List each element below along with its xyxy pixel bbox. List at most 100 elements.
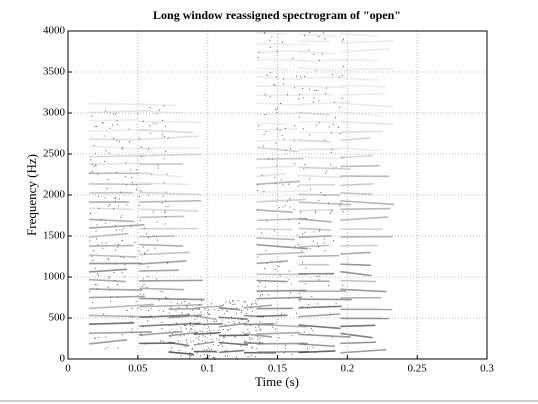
texture-dot: [171, 314, 173, 316]
texture-dot: [117, 246, 119, 248]
texture-dot: [186, 328, 188, 330]
texture-streak: [298, 333, 351, 338]
texture-streak: [139, 269, 179, 272]
texture-dot: [308, 303, 310, 305]
texture-dot: [122, 147, 124, 149]
texture-dot: [247, 321, 249, 323]
texture-dot: [140, 146, 142, 148]
texture-dot: [272, 326, 274, 328]
texture-dot: [275, 76, 277, 78]
texture-dot: [139, 137, 141, 139]
texture-dot: [313, 53, 315, 55]
texture-dot: [214, 309, 216, 311]
texture-streak: [298, 174, 343, 179]
texture-dot: [121, 148, 123, 150]
texture-dot: [259, 337, 261, 339]
texture-dot: [330, 211, 332, 213]
texture-dot: [308, 49, 310, 51]
texture-dot: [324, 38, 326, 40]
texture-dot: [162, 120, 164, 122]
texture-dot: [297, 244, 299, 246]
texture-streak: [298, 51, 335, 55]
texture-dot: [266, 220, 268, 222]
texture-dot: [270, 71, 272, 73]
texture-dot: [236, 356, 238, 358]
texture-dot: [338, 76, 340, 78]
texture-dot: [97, 173, 99, 175]
texture-dot: [298, 98, 300, 100]
texture-dot: [273, 84, 275, 86]
texture-dot: [248, 331, 250, 333]
texture-streak: [88, 154, 147, 158]
texture-dot: [137, 113, 139, 115]
texture-dot: [186, 305, 188, 307]
texture-streak: [88, 218, 135, 223]
texture-dot: [223, 334, 225, 336]
texture-dot: [117, 347, 119, 349]
texture-streak: [298, 139, 331, 143]
texture-dot: [276, 111, 278, 113]
texture-dot: [97, 244, 99, 246]
texture-streak: [298, 59, 348, 62]
texture-dot: [243, 301, 245, 303]
texture-dot: [311, 330, 313, 332]
texture-dot: [322, 32, 324, 34]
texture-dot: [158, 309, 160, 311]
texture-dot: [98, 195, 100, 197]
texture-dot: [96, 125, 98, 127]
texture-dot: [189, 322, 191, 324]
texture-dot: [251, 347, 253, 349]
texture-dot: [278, 266, 280, 268]
texture-dot: [203, 349, 205, 351]
texture-streak: [88, 268, 128, 273]
texture-dot: [131, 181, 133, 183]
texture-dot: [282, 83, 284, 85]
texture-dot: [115, 263, 117, 265]
texture-streak: [256, 31, 287, 35]
texture-dot: [189, 357, 191, 359]
texture-dot: [121, 230, 123, 232]
texture-dot: [271, 158, 273, 160]
texture-dot: [134, 242, 136, 244]
texture-streak: [256, 165, 298, 169]
texture-dot: [209, 355, 211, 357]
texture-dot: [214, 357, 216, 359]
texture-dot: [149, 132, 151, 134]
texture-dot: [213, 329, 215, 331]
texture-dot: [144, 343, 146, 345]
texture-dot: [342, 284, 344, 286]
texture-dot: [126, 310, 128, 312]
texture-streak: [256, 314, 288, 318]
texture-dot: [216, 338, 218, 340]
y-axis-label: Frequency (Hz): [24, 154, 39, 236]
texture-streak: [340, 263, 371, 267]
texture-dot: [220, 343, 222, 345]
texture-dot: [159, 290, 161, 292]
texture-dot: [167, 206, 169, 208]
texture-dot: [320, 191, 322, 193]
texture-dot: [244, 301, 246, 303]
texture-dot: [266, 262, 268, 264]
texture-dot: [224, 324, 226, 326]
texture-dot: [249, 338, 251, 340]
texture-dot: [255, 348, 257, 350]
texture-dot: [283, 138, 285, 140]
texture-dot: [241, 318, 243, 320]
texture-dot: [282, 184, 284, 186]
texture-dot: [238, 322, 240, 324]
texture-dot: [261, 232, 263, 234]
texture-dot: [328, 126, 330, 128]
texture-dot: [284, 204, 286, 206]
texture-dot: [224, 336, 226, 338]
texture-dot: [91, 163, 93, 165]
texture-dot: [156, 278, 158, 280]
texture-dot: [211, 338, 213, 340]
texture-dot: [147, 275, 149, 277]
texture-dot: [287, 94, 289, 96]
texture-dot: [89, 159, 91, 161]
texture-streak: [340, 130, 383, 133]
texture-dot: [165, 216, 167, 218]
texture-dot: [118, 198, 120, 200]
texture-dot: [116, 172, 118, 174]
texture-dot: [219, 307, 221, 309]
